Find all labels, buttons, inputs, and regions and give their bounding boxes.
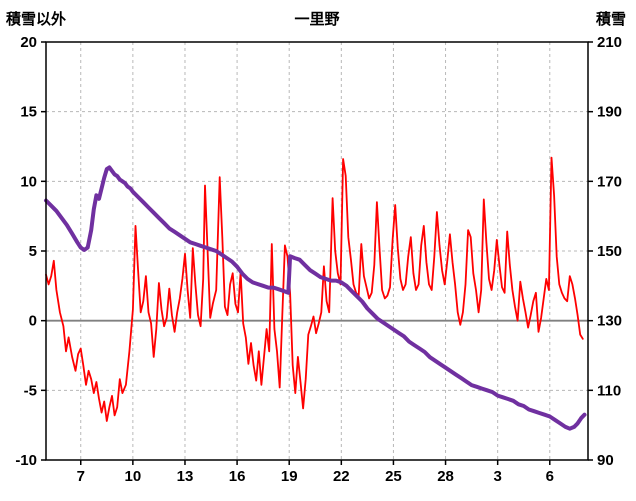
x-tick-label: 3 xyxy=(493,468,501,485)
chart-title: 一里野 xyxy=(294,11,340,28)
right-tick-label: 130 xyxy=(597,313,622,330)
left-tick-label: 0 xyxy=(29,313,37,330)
right-tick-label: 110 xyxy=(597,382,621,399)
x-tick-label: 28 xyxy=(437,468,454,485)
plot-frame xyxy=(45,41,589,461)
x-tick-label: 7 xyxy=(77,468,85,485)
x-tick-label: 25 xyxy=(385,468,402,485)
snow-depth-line xyxy=(44,165,587,431)
x-tick-label: 16 xyxy=(229,468,246,485)
left-tick-label: 10 xyxy=(20,173,37,190)
x-tick-label: 13 xyxy=(177,468,194,485)
x-tick-label: 6 xyxy=(546,468,554,485)
right-tick-label: 150 xyxy=(597,243,622,260)
right-tick-label: 210 xyxy=(597,34,622,51)
left-tick-label: -5 xyxy=(24,382,37,399)
right-tick-label: 170 xyxy=(597,173,622,190)
right-tick-label: 190 xyxy=(597,104,622,121)
x-tick-label: 19 xyxy=(281,468,298,485)
left-tick-label: 20 xyxy=(20,34,37,51)
temperature-line xyxy=(45,156,584,422)
x-tick-label: 10 xyxy=(125,468,142,485)
right-axis-title: 積雪 xyxy=(595,11,626,28)
left-tick-label: 5 xyxy=(29,243,37,260)
left-axis-title: 積雪以外 xyxy=(6,11,67,28)
left-tick-label: 15 xyxy=(20,104,37,121)
x-tick-label: 22 xyxy=(333,468,350,485)
left-tick-label: -10 xyxy=(15,452,37,469)
right-tick-label: 90 xyxy=(597,452,614,469)
